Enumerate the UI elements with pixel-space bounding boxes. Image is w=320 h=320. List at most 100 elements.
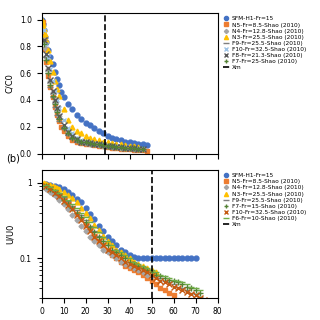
N3-Fr=25.5-Shao (2010) [110,243,114,247]
N3-Fr=25.5-Shao (2010) [128,144,132,148]
F8-Fr=21.3-Shao (2010) [110,144,114,148]
N5-Fr=8.5-Shao (2010) [92,234,96,237]
F9-Fr=25.5-Shao (2010) [46,71,50,75]
F7-Fr=15-Shao (2010) [119,253,123,257]
F9-Fr=25.5-Shao (2010) [167,280,171,284]
N3-Fr=25.5-Shao (2010) [53,79,57,83]
F8-Fr=21.3-Shao (2010) [57,114,61,118]
F10-Fr=32.5-Shao (2010) [75,136,79,140]
N4-Fr=12.8-Shao (2010) [128,146,132,150]
F10-Fr=32.5-Shao (2010) [79,138,83,142]
F8-Fr=21.3-Shao (2010) [49,78,52,82]
N4-Fr=12.8-Shao (2010) [66,207,70,211]
Line: F7-Fr=25-Shao (2010): F7-Fr=25-Shao (2010) [41,41,146,152]
Text: (b): (b) [6,153,20,163]
N4-Fr=12.8-Shao (2010) [137,147,140,151]
Line: N3-Fr=25.5-Shao (2010): N3-Fr=25.5-Shao (2010) [41,181,158,275]
F9-Fr=25.5-Shao (2010) [154,273,158,277]
Line: F9-Fr=25.5-Shao (2010): F9-Fr=25.5-Shao (2010) [43,181,212,305]
F9-Fr=25.5-Shao (2010) [75,140,79,143]
F10-Fr=32.5-Shao (2010) [70,132,74,135]
N3-Fr=25.5-Shao (2010) [51,184,54,188]
F9-Fr=25.5-Shao (2010) [57,119,61,123]
F9-Fr=25.5-Shao (2010) [123,256,127,260]
F7-Fr=25-Shao (2010) [132,146,136,150]
F7-Fr=25-Shao (2010) [53,102,57,106]
SFM-H1-Fr=15 [97,129,101,133]
N4-Fr=12.8-Shao (2010) [84,141,88,145]
N4-Fr=12.8-Shao (2010) [92,239,96,243]
SFM-H1-Fr=15 [115,243,118,247]
F10-Fr=32.5-Shao (2010) [167,283,171,286]
F10-Fr=32.5-Shao (2010) [84,140,88,143]
N3-Fr=25.5-Shao (2010) [84,211,88,215]
N5-Fr=8.5-Shao (2010) [115,146,118,150]
N3-Fr=25.5-Shao (2010) [101,234,105,237]
N3-Fr=25.5-Shao (2010) [115,142,118,146]
F10-Fr=32.5-Shao (2010) [189,292,193,295]
N3-Fr=25.5-Shao (2010) [123,253,127,257]
N4-Fr=12.8-Shao (2010) [41,27,44,31]
F6-Fr=10-Shao (2010) [70,202,74,206]
N4-Fr=12.8-Shao (2010) [79,140,83,143]
N4-Fr=12.8-Shao (2010) [53,100,57,103]
F9-Fr=25.5-Shao (2010) [141,266,145,269]
N5-Fr=8.5-Shao (2010) [66,134,70,138]
N3-Fr=25.5-Shao (2010) [92,223,96,227]
Line: F7-Fr=15-Shao (2010): F7-Fr=15-Shao (2010) [43,183,203,295]
SFM-H1-Fr=15 [62,95,66,99]
F7-Fr=15-Shao (2010) [128,260,132,264]
F7-Fr=25-Shao (2010) [44,58,48,62]
F7-Fr=25-Shao (2010) [110,144,114,148]
F10-Fr=32.5-Shao (2010) [163,280,167,284]
F8-Fr=21.3-Shao (2010) [62,124,66,127]
F6-Fr=10-Shao (2010) [88,220,92,224]
SFM-H1-Fr=15 [132,255,136,259]
F9-Fr=25.5-Shao (2010) [106,243,109,247]
N3-Fr=25.5-Shao (2010) [132,260,136,264]
F7-Fr=25-Shao (2010) [88,141,92,145]
N4-Fr=12.8-Shao (2010) [88,235,92,239]
SFM-H1-Fr=15 [137,256,140,260]
F9-Fr=25.5-Shao (2010) [66,133,70,137]
N5-Fr=8.5-Shao (2010) [158,286,162,290]
N3-Fr=25.5-Shao (2010) [145,266,149,269]
F7-Fr=15-Shao (2010) [145,268,149,272]
N5-Fr=8.5-Shao (2010) [70,206,74,210]
Line: F8-Fr=21.3-Shao (2010): F8-Fr=21.3-Shao (2010) [41,37,146,152]
F10-Fr=32.5-Shao (2010) [115,144,118,148]
F7-Fr=15-Shao (2010) [132,262,136,266]
N3-Fr=25.5-Shao (2010) [92,137,96,141]
F10-Fr=32.5-Shao (2010) [132,146,136,150]
Line: F9-Fr=25.5-Shao (2010): F9-Fr=25.5-Shao (2010) [40,36,146,153]
F10-Fr=32.5-Shao (2010) [62,118,66,122]
N4-Fr=12.8-Shao (2010) [79,224,83,228]
F7-Fr=15-Shao (2010) [70,206,74,210]
F7-Fr=25-Shao (2010) [75,138,79,142]
F7-Fr=15-Shao (2010) [180,283,184,286]
F8-Fr=21.3-Shao (2010) [46,66,50,70]
F8-Fr=21.3-Shao (2010) [44,52,48,56]
SFM-H1-Fr=15 [123,250,127,254]
N3-Fr=25.5-Shao (2010) [44,38,48,42]
F10-Fr=32.5-Shao (2010) [57,195,61,198]
SFM-H1-Fr=15 [185,256,189,260]
F10-Fr=32.5-Shao (2010) [51,79,54,83]
SFM-H1-Fr=15 [110,239,114,243]
F9-Fr=25.5-Shao (2010) [194,292,197,296]
N5-Fr=8.5-Shao (2010) [60,125,63,129]
F6-Fr=10-Shao (2010) [49,185,52,189]
F10-Fr=32.5-Shao (2010) [198,296,202,300]
Line: N4-Fr=12.8-Shao (2010): N4-Fr=12.8-Shao (2010) [42,185,153,278]
F9-Fr=25.5-Shao (2010) [97,234,101,237]
F6-Fr=10-Shao (2010) [123,253,127,257]
F9-Fr=25.5-Shao (2010) [53,105,57,108]
SFM-H1-Fr=15 [62,188,66,191]
F10-Fr=32.5-Shao (2010) [216,306,220,310]
SFM-H1-Fr=15 [42,28,46,32]
F10-Fr=32.5-Shao (2010) [49,67,52,71]
F9-Fr=25.5-Shao (2010) [66,199,70,203]
F10-Fr=32.5-Shao (2010) [53,191,57,195]
N5-Fr=8.5-Shao (2010) [43,47,47,51]
N4-Fr=12.8-Shao (2010) [42,185,46,189]
